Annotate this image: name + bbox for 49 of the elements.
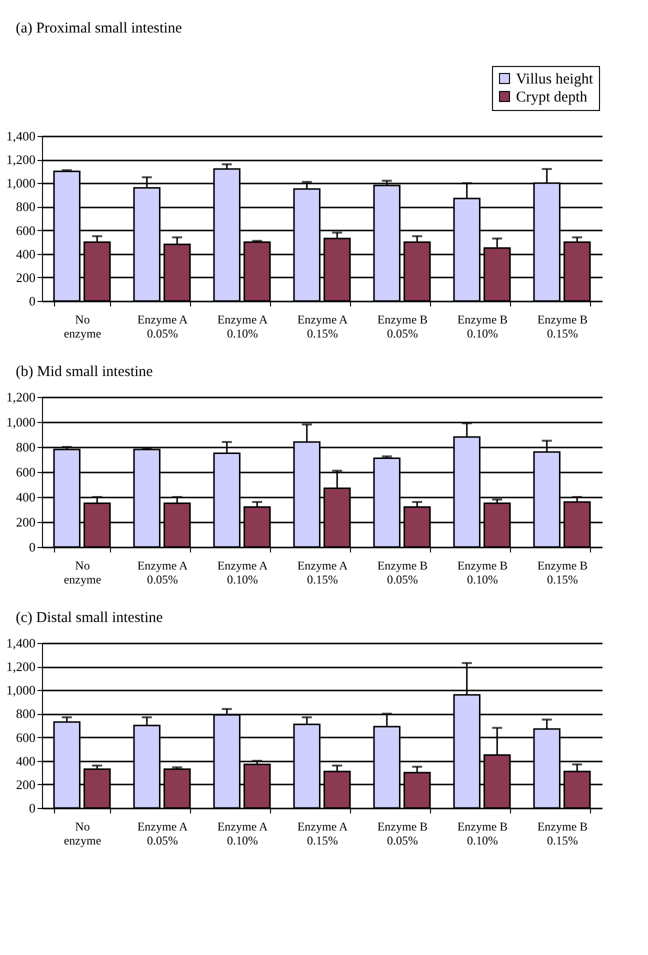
y-tick-label: 800 [16, 440, 36, 454]
x-tick-label: Enzyme B 0.10% [457, 312, 508, 340]
y-tick-label: 600 [16, 222, 36, 238]
legend-label: Villus height [516, 72, 594, 88]
y-tick-label: 400 [16, 753, 36, 768]
y-tick-label: 400 [16, 246, 36, 262]
x-tick-label: No enzyme [64, 312, 102, 340]
x-tick-label: Enzyme A 0.15% [297, 820, 348, 848]
x-tick-label: Enzyme B 0.05% [377, 312, 428, 340]
x-tick-label: Enzyme B 0.15% [537, 312, 588, 340]
y-tick-label: 600 [16, 730, 36, 745]
x-tick-label: Enzyme A 0.10% [217, 558, 268, 586]
x-tick-label: Enzyme B 0.05% [377, 558, 428, 586]
y-tick-label: 1,200 [6, 390, 36, 404]
y-tick-label: 0 [29, 540, 36, 554]
y-tick-label: 200 [16, 270, 36, 285]
chart-title: (b) Mid small intestine [16, 364, 154, 380]
x-tick-label: Enzyme B 0.10% [457, 558, 508, 586]
y-tick-label: 1,200 [6, 659, 36, 674]
y-tick-label: 800 [16, 706, 36, 722]
y-tick-label: 200 [16, 514, 36, 530]
x-tick-label: Enzyme B 0.10% [457, 820, 508, 848]
chart-title: (a) Proximal small intestine [16, 20, 182, 36]
x-tick-label: Enzyme B 0.15% [537, 558, 588, 586]
y-tick-label: 1,400 [6, 636, 36, 650]
y-tick-label: 0 [29, 294, 36, 308]
x-tick-label: Enzyme A 0.15% [297, 312, 348, 340]
x-tick-label: Enzyme B 0.15% [537, 820, 588, 848]
y-tick-label: 1,200 [6, 152, 36, 168]
x-tick-label: No enzyme [64, 558, 102, 586]
y-tick-label: 600 [16, 464, 36, 480]
x-tick-label: Enzyme B 0.05% [377, 820, 428, 848]
x-tick-label: Enzyme A 0.10% [217, 820, 268, 848]
x-tick-label: Enzyme A 0.15% [297, 558, 348, 586]
y-tick-label: 1,400 [6, 128, 36, 144]
legend-label: Crypt depth [516, 90, 588, 106]
y-tick-label: 800 [16, 199, 36, 214]
y-tick-label: 1,000 [6, 176, 36, 191]
x-tick-label: No enzyme [64, 820, 102, 848]
y-tick-label: 1,000 [6, 414, 36, 430]
y-tick-label: 200 [16, 776, 36, 792]
y-tick-label: 400 [16, 490, 36, 504]
x-tick-label: Enzyme A 0.10% [217, 312, 268, 340]
x-tick-label: Enzyme A 0.05% [137, 820, 188, 848]
y-tick-label: 0 [29, 800, 36, 816]
chart-title: (c) Distal small intestine [16, 610, 164, 626]
x-tick-label: Enzyme A 0.05% [137, 558, 188, 586]
y-tick-label: 1,000 [6, 682, 36, 698]
x-tick-label: Enzyme A 0.05% [137, 312, 188, 340]
